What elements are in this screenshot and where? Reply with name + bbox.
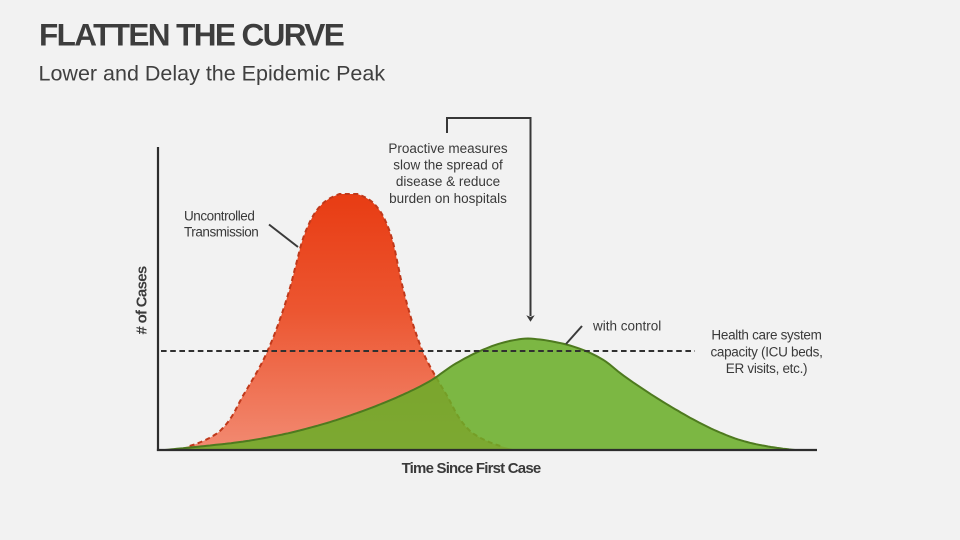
svg-text:FLATTEN THE CURVE: FLATTEN THE CURVE bbox=[39, 17, 344, 53]
svg-text:burden on hospitals: burden on hospitals bbox=[389, 191, 507, 206]
svg-text:# of Cases: # of Cases bbox=[134, 266, 151, 334]
svg-text:Health care system: Health care system bbox=[711, 328, 821, 343]
svg-text:Transmission: Transmission bbox=[184, 224, 258, 239]
svg-text:slow the spread of: slow the spread of bbox=[393, 157, 503, 172]
svg-text:Time Since First Case: Time Since First Case bbox=[402, 460, 541, 477]
svg-text:disease & reduce: disease & reduce bbox=[396, 174, 500, 189]
svg-text:capacity (ICU beds,: capacity (ICU beds, bbox=[710, 344, 822, 359]
svg-text:ER visits, etc.): ER visits, etc.) bbox=[726, 361, 807, 376]
svg-text:Uncontrolled: Uncontrolled bbox=[184, 209, 254, 224]
svg-text:Proactive measures: Proactive measures bbox=[388, 141, 508, 156]
svg-text:Lower and Delay the Epidemic P: Lower and Delay the Epidemic Peak bbox=[39, 62, 386, 86]
svg-text:with control: with control bbox=[592, 319, 661, 334]
